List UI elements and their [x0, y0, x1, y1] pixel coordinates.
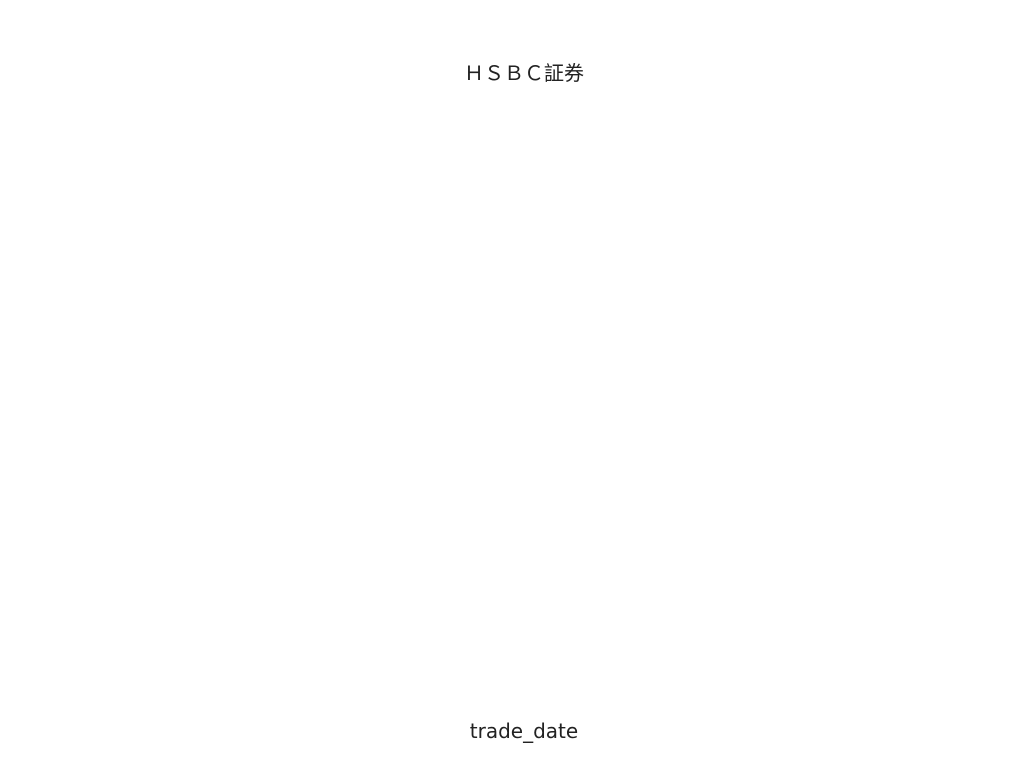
- x-axis-label: trade_date: [470, 719, 578, 743]
- chart-title: ＨＳＢＣ証券: [464, 61, 584, 85]
